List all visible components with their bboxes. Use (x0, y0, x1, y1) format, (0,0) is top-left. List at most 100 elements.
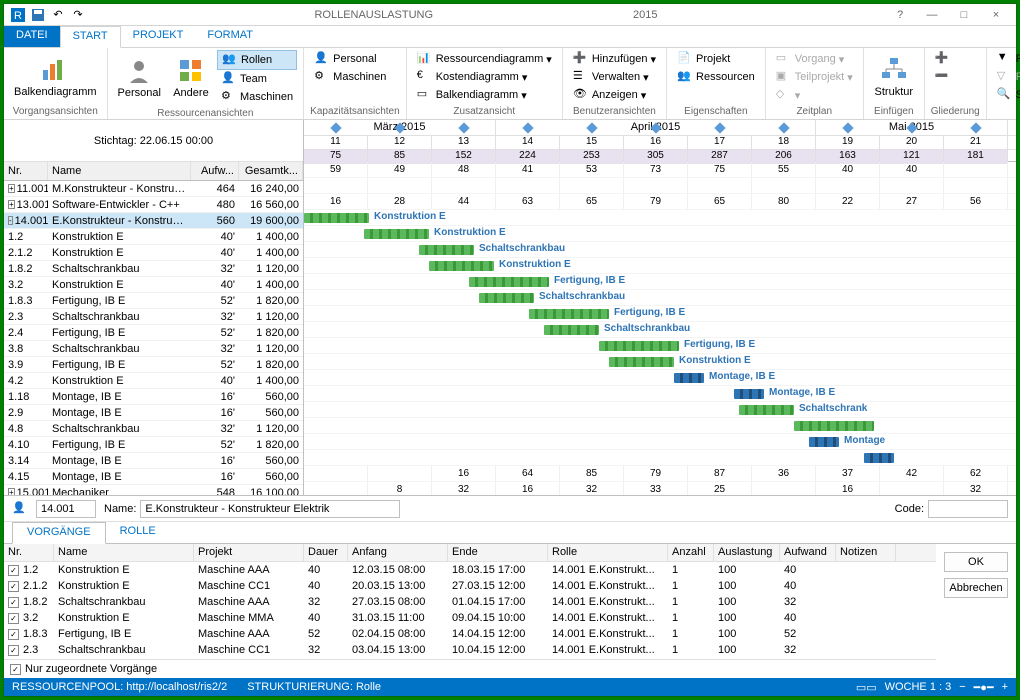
gantt-bar[interactable] (429, 261, 494, 271)
zoom-in-icon[interactable]: + (1002, 681, 1008, 693)
table-row[interactable]: 3.2Konstruktion E40'1 400,00 (4, 277, 303, 293)
anzeigen-button[interactable]: 👁Anzeigen ▾ (569, 86, 660, 104)
table-row[interactable]: 3.9Fertigung, IB E52'1 820,00 (4, 357, 303, 373)
col-name[interactable]: Name (48, 162, 191, 180)
table-row[interactable]: 4.8Schaltschrankbau32'1 120,00 (4, 421, 303, 437)
detail-row[interactable]: ✓3.2Konstruktion EMaschine MMA4031.03.15… (4, 610, 936, 626)
gantt-row[interactable]: 59494841537375554040 (304, 162, 1016, 178)
gantt-bar[interactable] (469, 277, 549, 287)
detail-code-field[interactable] (928, 500, 1008, 518)
table-row[interactable]: 3.14Montage, IB E16'560,00 (4, 453, 303, 469)
gantt-bar[interactable] (419, 245, 474, 255)
gantt-bar[interactable] (739, 405, 794, 415)
expand-toggle[interactable]: + (8, 488, 15, 495)
gantt-row[interactable]: 166485798736374262 (304, 466, 1016, 482)
detail-row[interactable]: ✓1.8.3Fertigung, IB EMaschine AAA5202.04… (4, 626, 936, 642)
detail-col-header[interactable]: Notizen (836, 544, 896, 561)
detail-col-header[interactable]: Nr. (4, 544, 54, 561)
tab-rolle[interactable]: ROLLE (106, 522, 170, 543)
zoom-out-icon[interactable]: − (959, 681, 965, 693)
gantt-row[interactable]: Schaltschrankbau (304, 322, 1016, 338)
gantt-row[interactable]: Montage, IB E (304, 386, 1016, 402)
detail-col-header[interactable]: Dauer (304, 544, 348, 561)
gantt-row[interactable]: Schaltschrank (304, 402, 1016, 418)
table-row[interactable]: 2.4Fertigung, IB E52'1 820,00 (4, 325, 303, 341)
maximize-icon[interactable]: □ (952, 6, 976, 24)
row-checkbox[interactable]: ✓ (8, 581, 19, 592)
gantt-row[interactable]: Fertigung, IB E (304, 338, 1016, 354)
gantt-bar[interactable] (544, 325, 599, 335)
row-checkbox[interactable]: ✓ (8, 645, 19, 656)
rollen-button[interactable]: 👥Rollen (217, 50, 297, 70)
gantt-row[interactable] (304, 418, 1016, 434)
detail-col-header[interactable]: Anfang (348, 544, 448, 561)
zoom-slider[interactable]: ━●━ (974, 681, 994, 694)
gantt-row[interactable]: Montage, IB E (304, 370, 1016, 386)
gantt-row[interactable]: Konstruktion E (304, 210, 1016, 226)
table-row[interactable]: +11.001M.Konstrukteur - Konstrukteur Me.… (4, 181, 303, 197)
detail-row[interactable]: ✓2.1.2Konstruktion EMaschine CC14020.03.… (4, 578, 936, 594)
col-ges[interactable]: Gesamtk... (239, 162, 303, 180)
maschinen-button[interactable]: ⚙Maschinen (217, 88, 297, 106)
tab-format[interactable]: FORMAT (195, 26, 265, 47)
gantt-bar[interactable] (674, 373, 704, 383)
detail-row[interactable]: ✓2.3SchaltschrankbauMaschine CC13203.04.… (4, 642, 936, 658)
vorgang-button[interactable]: ▭Vorgang ▾ (772, 50, 857, 68)
row-checkbox[interactable]: ✓ (8, 613, 19, 624)
detail-row[interactable]: ✓1.2Konstruktion EMaschine AAA4012.03.15… (4, 562, 936, 578)
table-row[interactable]: -14.001E.Konstrukteur - Konstrukteur Ele… (4, 213, 303, 229)
zoom-icon[interactable]: ▭▭ (856, 681, 877, 694)
table-row[interactable]: +15.001Mechaniker54816 100,00 (4, 485, 303, 495)
expand-toggle[interactable]: + (8, 184, 15, 193)
table-row[interactable]: 1.18Montage, IB E16'560,00 (4, 389, 303, 405)
redo-icon[interactable]: ↷ (70, 7, 86, 23)
gantt-row[interactable]: Montage (304, 434, 1016, 450)
table-row[interactable]: 2.9Montage, IB E16'560,00 (4, 405, 303, 421)
balken2-button[interactable]: ▭Balkendiagramm ▾ (413, 86, 556, 104)
personal-button[interactable]: Personal (114, 50, 165, 106)
gantt-row[interactable] (304, 178, 1016, 194)
table-row[interactable]: 1.8.3Fertigung, IB E52'1 820,00 (4, 293, 303, 309)
kap-maschinen-button[interactable]: ⚙Maschinen (310, 68, 390, 86)
gantt-bar[interactable] (304, 213, 369, 223)
help-icon[interactable]: ? (888, 6, 912, 24)
table-row[interactable]: 1.2Konstruktion E40'1 400,00 (4, 229, 303, 245)
gantt-bar[interactable] (479, 293, 534, 303)
detail-col-header[interactable]: Name (54, 544, 194, 561)
gantt-body[interactable]: 59494841537375554040 16284463657965802227… (304, 162, 1016, 495)
app-icon[interactable]: R (10, 7, 26, 23)
gantt-row[interactable]: Schaltschrankbau (304, 242, 1016, 258)
expand-toggle[interactable]: - (8, 216, 13, 225)
collapse-button[interactable]: ➖ (931, 68, 955, 86)
filter-clear-button[interactable]: ▽Filter löschen ▾ (993, 68, 1020, 86)
detail-id-field[interactable] (36, 500, 96, 518)
gantt-bar[interactable] (529, 309, 609, 319)
tab-file[interactable]: DATEI (4, 26, 60, 47)
expand-toggle[interactable]: + (8, 200, 15, 209)
gantt-bar[interactable] (734, 389, 764, 399)
gantt-row[interactable]: 1628446365796580222756 (304, 194, 1016, 210)
minimize-icon[interactable]: — (920, 6, 944, 24)
zeitplan-extra-button[interactable]: ◇ ▾ (772, 86, 857, 104)
tab-vorgaenge[interactable]: VORGÄNGE (12, 522, 106, 544)
gantt-bar[interactable] (809, 437, 839, 447)
gantt-row[interactable]: Konstruktion E (304, 258, 1016, 274)
expand-button[interactable]: ➕ (931, 50, 955, 68)
tab-projekt[interactable]: PROJEKT (121, 26, 196, 47)
table-row[interactable]: 2.3Schaltschrankbau32'1 120,00 (4, 309, 303, 325)
detail-col-header[interactable]: Rolle (548, 544, 668, 561)
detail-row[interactable]: ✓1.8.2SchaltschrankbauMaschine AAA3227.0… (4, 594, 936, 610)
tab-start[interactable]: START (60, 26, 121, 48)
table-row[interactable]: 1.8.2Schaltschrankbau32'1 120,00 (4, 261, 303, 277)
undo-icon[interactable]: ↶ (50, 7, 66, 23)
only-assigned-checkbox[interactable]: ✓Nur zugeordnete Vorgänge (10, 663, 157, 675)
table-row[interactable]: 4.2Konstruktion E40'1 400,00 (4, 373, 303, 389)
close-icon[interactable]: × (984, 6, 1008, 24)
table-row[interactable]: +13.001Software-Entwickler - C++48016 56… (4, 197, 303, 213)
gantt-bar[interactable] (794, 421, 874, 431)
detail-col-header[interactable]: Ende (448, 544, 548, 561)
team-button[interactable]: 👤Team (217, 70, 297, 88)
detail-col-header[interactable]: Aufwand (780, 544, 836, 561)
row-checkbox[interactable]: ✓ (8, 597, 19, 608)
table-row[interactable]: 4.10Fertigung, IB E52'1 820,00 (4, 437, 303, 453)
